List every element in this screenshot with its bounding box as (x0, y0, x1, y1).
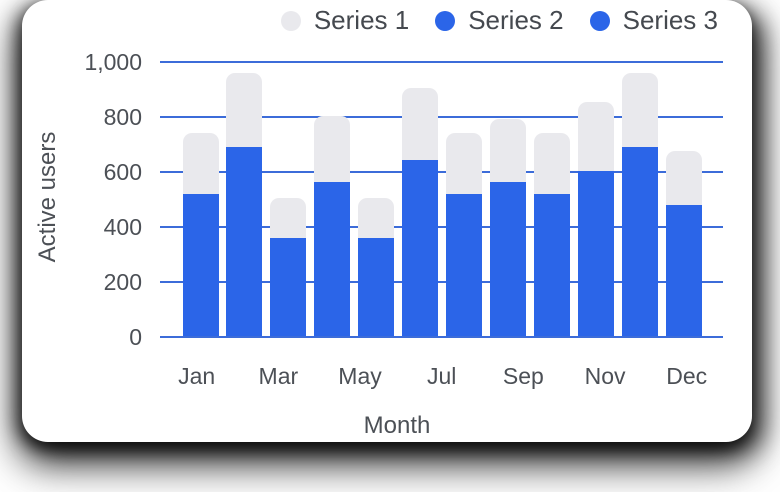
bar-feb-segment-series-1[interactable] (226, 73, 263, 147)
y-tick-label-400: 400 (103, 214, 142, 240)
bar-jun (402, 88, 439, 337)
y-tick-label-200: 200 (103, 269, 142, 295)
bar-sep-segment-series-1[interactable] (533, 133, 570, 194)
legend-item-label: Series 3 (622, 5, 718, 35)
bar-oct-segment-series-1[interactable] (577, 102, 614, 171)
gridline-200 (160, 281, 723, 283)
x-tick-label-sep: Sep (502, 363, 544, 389)
legend-item-series-1[interactable]: Series 1 (280, 5, 410, 36)
y-tick-label-0: 0 (129, 324, 142, 350)
plot-area (160, 61, 723, 338)
gridline-400 (160, 226, 723, 228)
bar-nov-segment-series-2-3[interactable] (621, 147, 658, 337)
bar-mar-segment-series-2-3[interactable] (270, 238, 307, 337)
gridline-600 (160, 171, 723, 173)
bar-dec (665, 151, 702, 337)
bar-jul (446, 133, 483, 337)
bar-jul-segment-series-2-3[interactable] (446, 194, 483, 337)
bar-mar-segment-series-1[interactable] (270, 198, 307, 238)
bar-aug (490, 119, 526, 337)
bar-feb-segment-series-2-3[interactable] (226, 147, 263, 337)
bar-feb (226, 73, 263, 337)
x-tick-label-jul: Jul (426, 363, 457, 389)
bar-jan-segment-series-2-3[interactable] (182, 194, 219, 337)
legend-item-series-2[interactable]: Series 2 (435, 5, 564, 36)
legend-dot-icon (435, 10, 456, 31)
legend-item-label: Series 1 (313, 5, 410, 35)
bar-jan (182, 133, 219, 337)
legend-dot-icon (589, 10, 610, 31)
x-tick-label-dec: Dec (666, 363, 708, 389)
legend-item-series-3[interactable]: Series 3 (589, 5, 718, 36)
bar-nov (621, 73, 658, 337)
x-tick-label-mar: Mar (258, 363, 299, 389)
bar-nov-segment-series-1[interactable] (621, 73, 658, 147)
y-tick-label-1000: 1,000 (84, 49, 142, 75)
bar-jul-segment-series-1[interactable] (446, 133, 483, 194)
legend-dot-icon (280, 10, 301, 31)
y-tick-label-600: 600 (103, 159, 142, 185)
bar-mar (270, 198, 307, 337)
bar-oct (577, 102, 614, 337)
x-axis-tick-labels: Jan Mar May Jul Sep Nov Dec (160, 363, 723, 391)
x-axis-title: Month (363, 412, 431, 439)
bar-jun-segment-series-1[interactable] (402, 88, 439, 160)
bar-sep (533, 133, 570, 337)
bar-dec-segment-series-1[interactable] (665, 151, 702, 205)
bar-dec-segment-series-2-3[interactable] (665, 205, 702, 337)
x-tick-label-nov: Nov (584, 363, 626, 389)
gridline-800 (160, 116, 723, 118)
x-tick-label-may: May (338, 363, 382, 389)
bar-apr-segment-series-2-3[interactable] (314, 182, 351, 337)
bar-may-segment-series-1[interactable] (358, 198, 395, 238)
y-axis-tick-labels: 0 200 400 600 800 1,000 (22, 49, 142, 350)
bar-jan-segment-series-1[interactable] (182, 133, 219, 194)
bar-aug-segment-series-2-3[interactable] (490, 182, 526, 337)
gridline-1000 (160, 61, 723, 63)
bar-oct-segment-series-2-3[interactable] (577, 171, 614, 337)
chart-legend: Series 1 Series 2 Series 3 (280, 5, 718, 36)
bar-jun-segment-series-2-3[interactable] (402, 160, 439, 337)
x-tick-label-jan: Jan (178, 363, 216, 389)
bar-may (358, 198, 395, 337)
bar-sep-segment-series-2-3[interactable] (533, 194, 570, 337)
legend-item-label: Series 2 (468, 5, 564, 35)
bar-may-segment-series-2-3[interactable] (358, 238, 395, 337)
bar-apr (314, 116, 351, 337)
bar-apr-segment-series-1[interactable] (314, 116, 351, 182)
y-tick-label-800: 800 (103, 104, 142, 130)
bar-aug-segment-series-1[interactable] (490, 119, 526, 182)
gridline-0 (160, 336, 723, 338)
